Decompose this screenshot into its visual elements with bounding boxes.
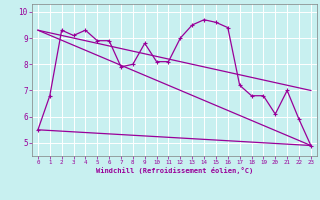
X-axis label: Windchill (Refroidissement éolien,°C): Windchill (Refroidissement éolien,°C) — [96, 167, 253, 174]
